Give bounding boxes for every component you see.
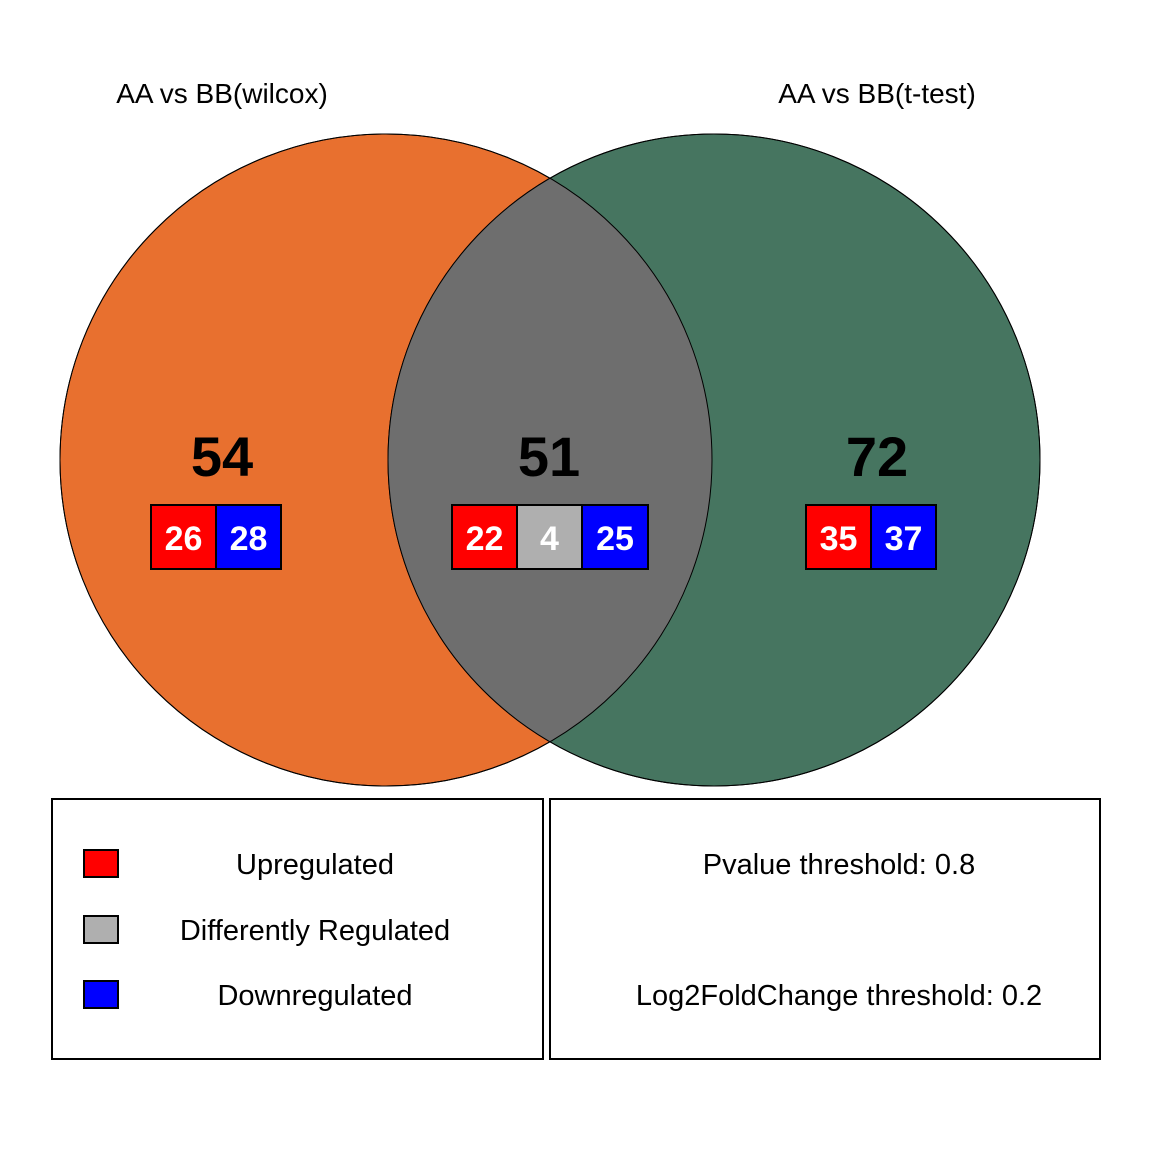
left-only-down-count: 28 [230,520,268,558]
right-only-up-box [805,504,872,570]
legend-box [51,798,544,1060]
set-intersection [388,134,712,786]
intersection-down-count: 25 [596,520,634,558]
right-only-up-count: 35 [820,520,858,558]
legend-diff-swatch [83,915,119,944]
left-only-total: 54 [191,425,253,488]
legend-diff-label: Differently Regulated [180,915,450,947]
pvalue-threshold: Pvalue threshold: 0.8 [703,849,975,881]
intersection-up-count: 22 [466,520,504,558]
right-only-total: 72 [846,425,908,488]
right-only-down-box [870,504,937,570]
legend-up-label: Upregulated [236,849,394,881]
left-only-down-box [215,504,282,570]
thresholds-box [549,798,1101,1060]
legend-down-swatch [83,980,119,1009]
intersection-diff-box [516,504,583,570]
legend-down-label: Downregulated [217,980,412,1012]
intersection-down-box [581,504,649,570]
intersection-diff-count: 4 [540,520,559,558]
left-only-up-count: 26 [165,520,203,558]
right-only-down-count: 37 [885,520,923,558]
set-label-right: AA vs BB(t-test) [778,78,976,109]
log2fc-threshold: Log2FoldChange threshold: 0.2 [636,980,1042,1012]
legend-up-swatch [83,849,119,878]
set-label-left: AA vs BB(wilcox) [116,78,328,109]
intersection-total: 51 [518,425,580,488]
set-circle-right-outline [387,133,1041,787]
set-circle-left-outline [59,133,713,787]
